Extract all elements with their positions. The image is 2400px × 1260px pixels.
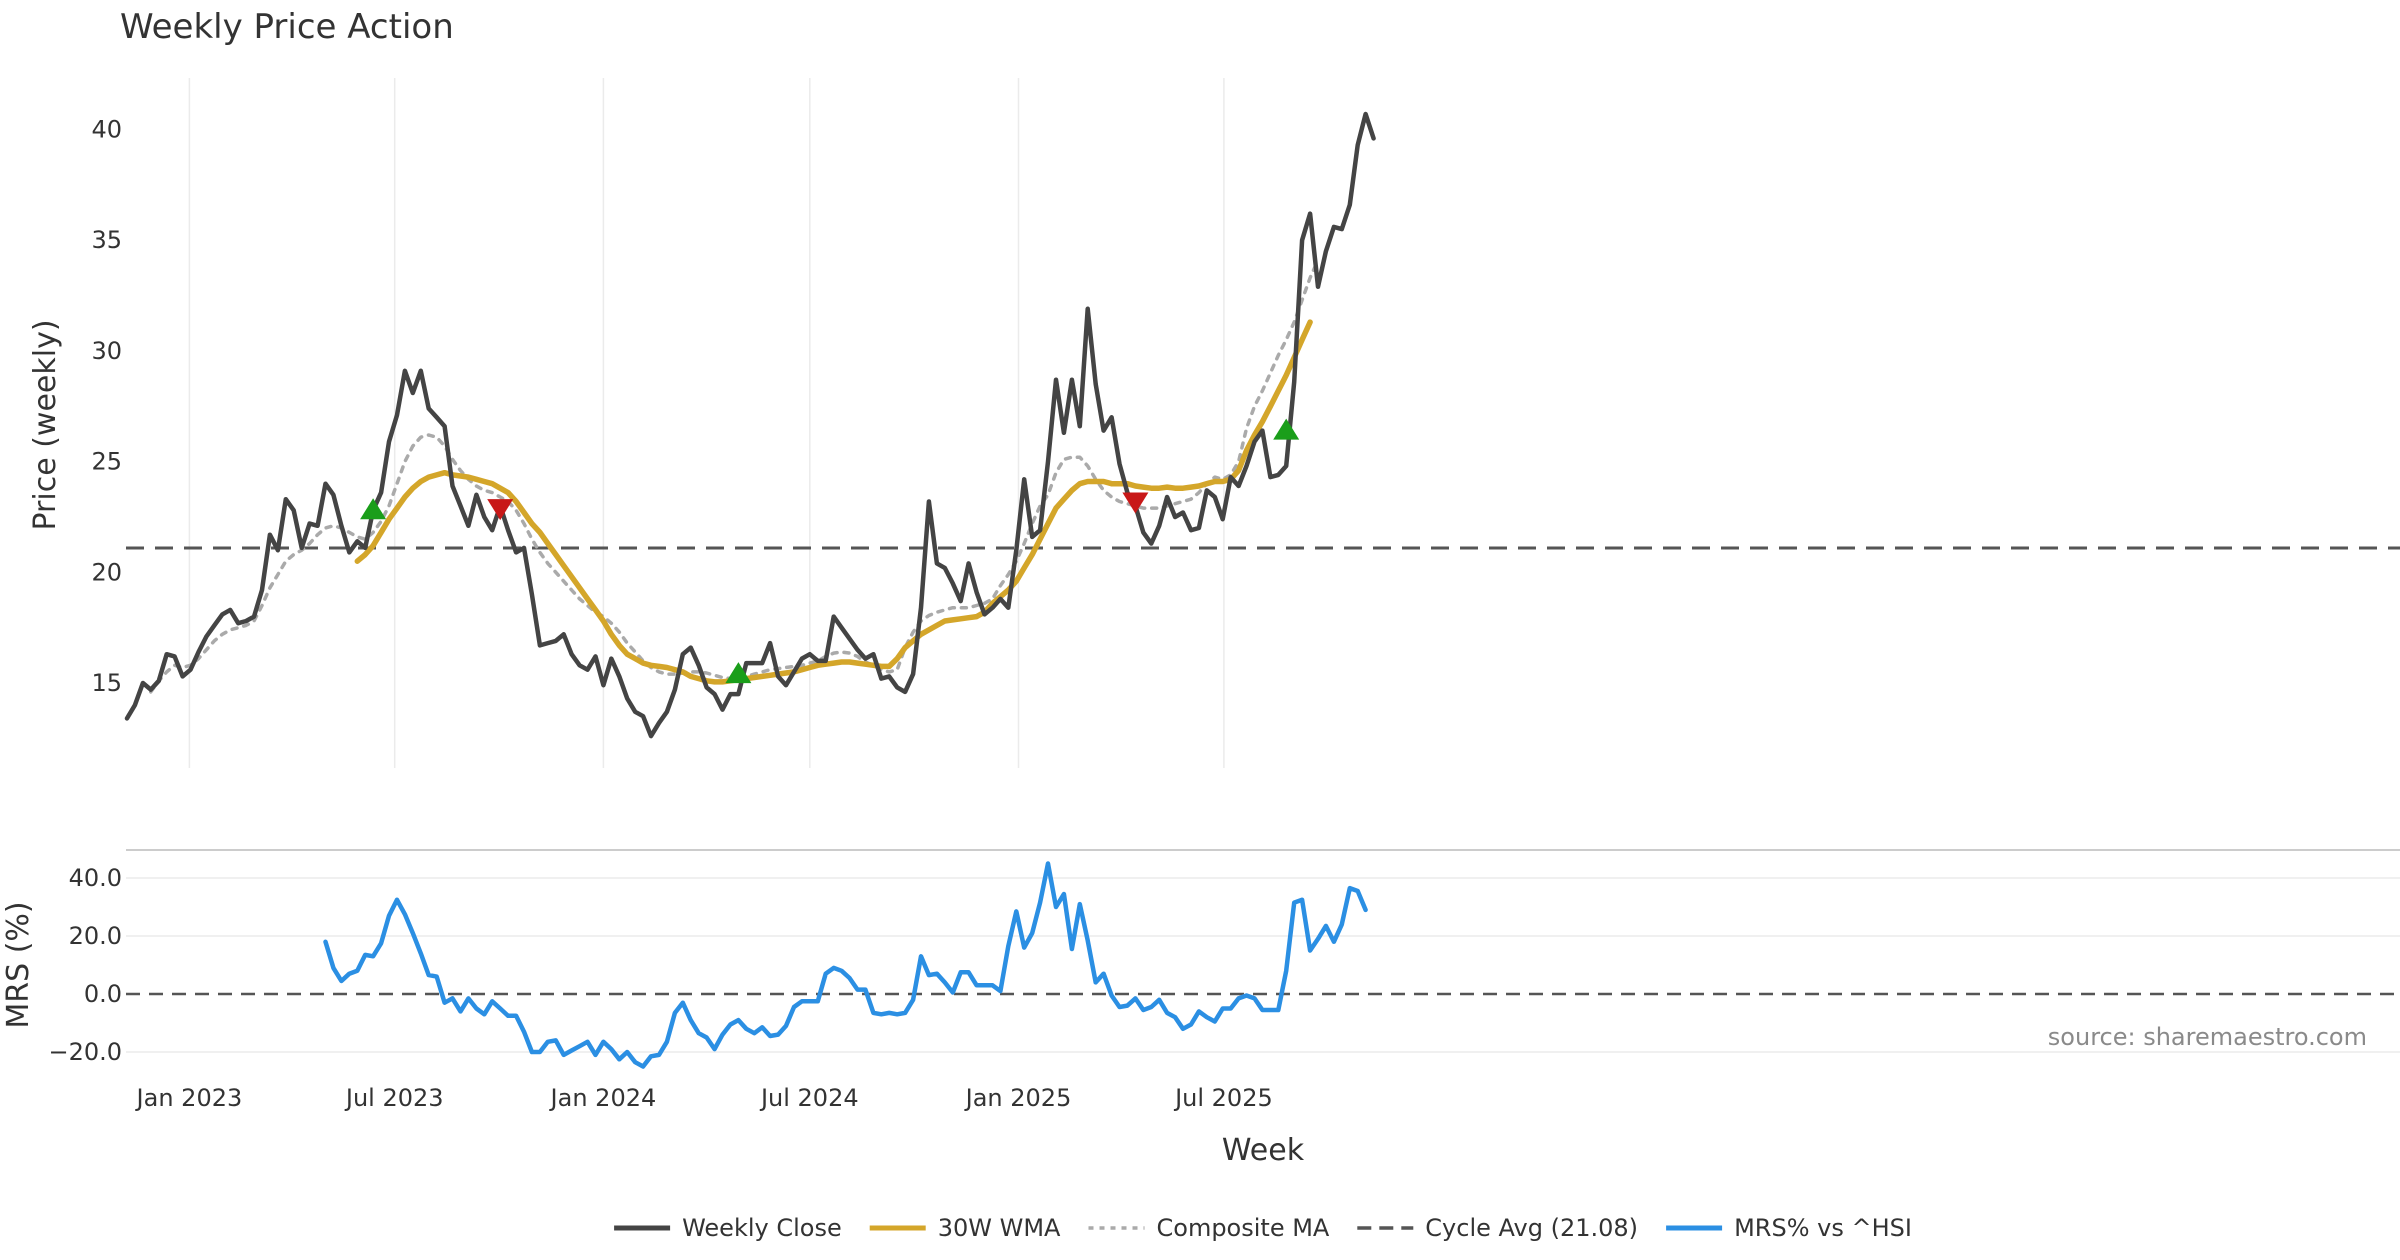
mrs-panel-series [323, 861, 1368, 1069]
x-tick-label: Jul 2025 [1173, 1084, 1273, 1112]
price-y-tick: 40 [91, 116, 122, 144]
price-y-tick: 35 [91, 226, 122, 254]
x-tick-label: Jul 2024 [759, 1084, 859, 1112]
x-axis-ticks: Jan 2023 Jul 2023 Jan 2024 Jul 2024 Jan 2025… [135, 1084, 1273, 1112]
price-panel-series [124, 111, 1376, 739]
mrs-y-tick: 20.0 [69, 922, 122, 950]
legend-label: 30W WMA [938, 1214, 1061, 1242]
mrs-panel-grid [126, 877, 2400, 1053]
price-y-tick: 20 [91, 558, 122, 586]
mrs-y-tick: 0.0 [84, 980, 122, 1008]
sell-signal-marker [487, 499, 514, 521]
price-y-tick: 15 [91, 669, 122, 697]
legend-label: Cycle Avg (21.08) [1425, 1214, 1638, 1242]
mrs-y-tick: −20.0 [48, 1038, 122, 1066]
chart-title: Weekly Price Action [120, 7, 454, 47]
mrs-y-ticks: −20.0 0.0 20.0 40.0 [48, 864, 122, 1066]
signal-markers [360, 418, 1300, 684]
series-mrs-vs-hsi [323, 861, 1368, 1069]
buy-signal-marker [1273, 418, 1300, 440]
legend-label: Weekly Close [682, 1214, 842, 1242]
price-y-tick: 25 [91, 448, 122, 476]
x-axis-label: Week [1222, 1133, 1305, 1168]
buy-signal-marker [725, 662, 752, 684]
x-tick-label: Jan 2024 [549, 1084, 657, 1112]
price-panel-grid [188, 78, 1225, 768]
legend-label: MRS% vs ^HSI [1734, 1214, 1912, 1242]
price-y-tick: 30 [91, 337, 122, 365]
x-tick-label: Jan 2023 [135, 1084, 243, 1112]
legend-label: Composite MA [1157, 1214, 1330, 1242]
buy-signal-marker [360, 498, 387, 520]
source-annotation: source: sharemaestro.com [2048, 1023, 2367, 1051]
sell-signal-marker [1122, 492, 1149, 514]
x-tick-label: Jul 2023 [344, 1084, 444, 1112]
price-y-axis-label: Price (weekly) [28, 319, 63, 530]
series-weekly-close [124, 111, 1376, 739]
x-tick-label: Jan 2025 [964, 1084, 1072, 1112]
price-y-ticks: 15 20 25 30 35 40 [91, 116, 122, 698]
mrs-y-axis-label: MRS (%) [1, 901, 36, 1028]
series-30w-wma [354, 319, 1313, 685]
legend: Weekly Close 30W WMA Composite MA Cycle Avg… [614, 1214, 1912, 1242]
series-composite-ma [149, 258, 1320, 694]
mrs-y-tick: 40.0 [69, 864, 122, 892]
